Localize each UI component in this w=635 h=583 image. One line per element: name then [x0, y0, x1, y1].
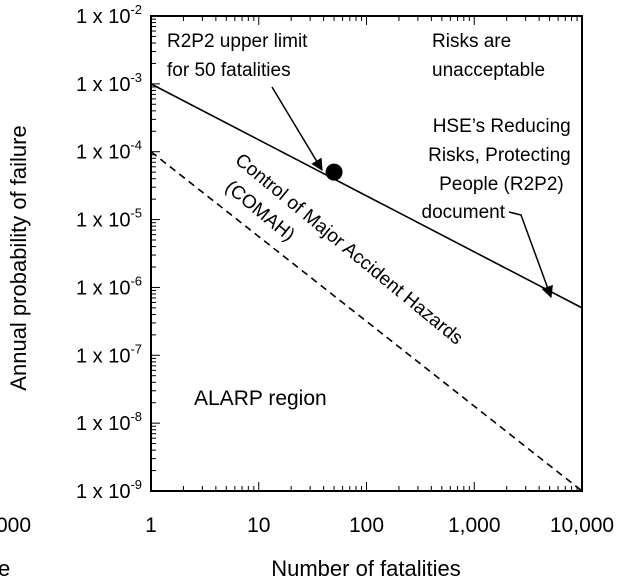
x-tick-label: 10: [247, 514, 270, 537]
r2p2-limit-point: [325, 163, 343, 181]
x-tick-label: 1: [145, 514, 157, 537]
ghost-x-axis-label-fragment: e: [0, 556, 10, 581]
r2p2-limit-line-1: R2P2 upper limit: [167, 31, 308, 52]
y-tick-exponent: -4: [130, 138, 142, 153]
unacceptable-annotation: Risks are unacceptable: [432, 31, 545, 81]
x-tick-label: 10,000: [550, 514, 614, 537]
y-tick-exponent: -2: [130, 2, 142, 17]
hse-document-arrow: [508, 211, 553, 299]
y-tick-label: 1 x 10-3: [76, 70, 142, 96]
y-tick-exponent: -7: [130, 341, 142, 356]
y-tick-label: 1 x 10-6: [76, 273, 142, 299]
hse-doc-line-4: document: [422, 202, 506, 223]
hse-doc-line-1: HSE’s Reducing: [433, 116, 571, 137]
r2p2-arrow: [271, 86, 323, 172]
unacceptable-line-2: unacceptable: [432, 60, 545, 81]
y-tick-base: 1 x 10: [76, 481, 130, 503]
y-tick-base: 1 x 10: [76, 277, 130, 299]
hse-document-annotation: HSE’s Reducing Risks, Protecting People …: [422, 116, 576, 223]
y-tick-base: 1 x 10: [76, 210, 130, 232]
y-tick-label: 1 x 10-2: [76, 2, 142, 28]
hse-doc-line-3: People (R2P2): [439, 174, 564, 195]
y-tick-label: 1 x 10-5: [76, 206, 142, 232]
y-tick-label: 1 x 10-4: [76, 138, 142, 164]
r2p2-limit-annotation: R2P2 upper limit for 50 fatalities: [167, 31, 313, 81]
x-tick-labels: 1 10 100 1,000 10,000: [145, 514, 614, 537]
plot-frame: [150, 15, 583, 492]
r2p2-solid-line: [150, 83, 583, 309]
y-tick-labels: 1 x 10-21 x 10-31 x 10-41 x 10-51 x 10-6…: [76, 2, 142, 503]
unacceptable-line-1: Risks are: [432, 31, 511, 52]
comah-label: Control of Major Accident Hazards: [231, 150, 467, 350]
r2p2-limit-line-2: for 50 fatalities: [167, 60, 291, 81]
x-tick-label: 1,000: [448, 514, 501, 537]
comah-dashed-line: [150, 151, 583, 492]
y-tick-base: 1 x 10: [76, 74, 130, 96]
y-tick-base: 1 x 10: [76, 142, 130, 164]
y-tick-base: 1 x 10: [76, 345, 130, 367]
x-axis-label: Number of fatalities: [271, 556, 461, 581]
hse-doc-line-2: Risks, Protecting: [428, 145, 571, 166]
y-tick-exponent: -5: [130, 206, 142, 221]
y-tick-base: 1 x 10: [76, 413, 130, 435]
y-tick-base: 1 x 10: [76, 6, 130, 28]
y-tick-exponent: -9: [130, 477, 142, 492]
y-axis-label: Annual probability of failure: [6, 125, 31, 390]
y-tick-exponent: -6: [130, 273, 142, 288]
y-tick-exponent: -3: [130, 70, 142, 85]
series-layer: [150, 83, 583, 492]
alarp-region-label: ALARP region: [194, 387, 327, 410]
y-tick-exponent: -8: [130, 409, 142, 424]
y-tick-label: 1 x 10-9: [76, 477, 142, 503]
y-tick-label: 1 x 10-8: [76, 409, 142, 435]
x-tick-label: 100: [349, 514, 384, 537]
ghost-x-tick-label: 000: [0, 514, 31, 537]
y-tick-label: 1 x 10-7: [76, 341, 142, 367]
